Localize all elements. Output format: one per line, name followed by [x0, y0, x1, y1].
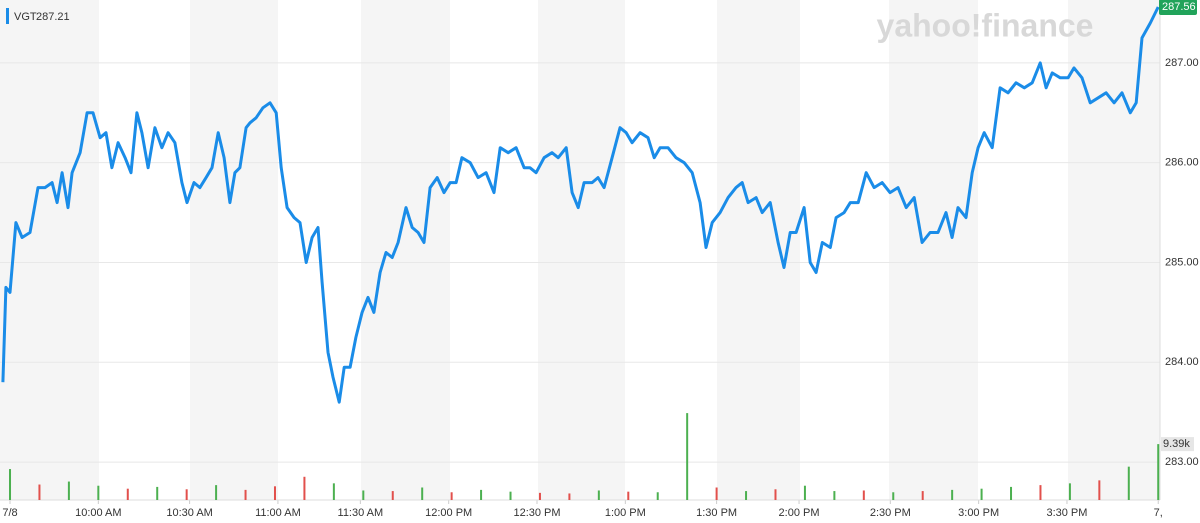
volume-tag [1161, 437, 1194, 452]
volume-bar [1010, 486, 1013, 500]
y-tick-label: 284.00 [1165, 356, 1199, 368]
band [538, 0, 625, 500]
volume-bar [126, 488, 129, 500]
band [889, 0, 978, 500]
price-line [1, 6, 1160, 404]
volume-bar [38, 484, 41, 500]
bands [0, 0, 1160, 500]
y-tick-label: 283.00 [1165, 456, 1199, 468]
volume-bar [509, 491, 512, 500]
volume-bar [9, 469, 12, 500]
volume-bar [421, 487, 424, 500]
volume-bar [391, 491, 394, 500]
legend-swatch [6, 8, 9, 24]
x-tick-label: 7, [1154, 507, 1163, 519]
watermark: yahoo!finance [877, 7, 1094, 43]
volume-bar [833, 491, 836, 500]
volume-bar [185, 489, 188, 500]
x-tick-label: 1:30 PM [696, 507, 737, 519]
volume-bar [97, 485, 100, 500]
volume-bar [332, 483, 335, 500]
x-tick-label: 7/8 [2, 507, 17, 519]
volume-bar [627, 491, 630, 500]
volume-bar [1127, 466, 1130, 500]
x-tick-label: 11:30 AM [338, 507, 384, 519]
price-tag [1159, 0, 1197, 15]
volume-bar [745, 491, 748, 500]
x-tick-label: 3:30 PM [1046, 507, 1087, 519]
volume-bar [803, 485, 806, 500]
volume-bar [715, 487, 718, 500]
x-tick-label: 2:30 PM [870, 507, 911, 519]
volume-bar [892, 492, 895, 500]
volume-bar [1068, 483, 1071, 500]
volume-bar [362, 490, 365, 500]
x-tick-label: 12:00 PM [425, 507, 472, 519]
volume-bar [480, 489, 483, 500]
volume-bar [450, 492, 453, 500]
volume-bar [1157, 444, 1160, 500]
volume-bar [303, 476, 306, 500]
volume-bar [1039, 485, 1042, 500]
volume-bar [244, 489, 247, 500]
x-tick-label: 11:00 AM [255, 507, 301, 519]
volume-bar [656, 492, 659, 500]
volume-bar [774, 489, 777, 500]
volume-bar [597, 490, 600, 500]
x-tick-label: 1:00 PM [605, 507, 646, 519]
volume-bar [1098, 480, 1101, 500]
volume-bar [568, 493, 571, 500]
band [190, 0, 278, 500]
band [1068, 0, 1160, 500]
x-tick-label: 10:00 AM [75, 507, 121, 519]
y-tick-label: 287.00 [1165, 57, 1199, 69]
volume-bar [538, 492, 541, 500]
volume-bar [686, 413, 689, 500]
x-tick-label: 12:30 PM [513, 507, 560, 519]
volume-bar [215, 485, 218, 500]
volume-bar [156, 486, 159, 500]
volume-bar [273, 486, 276, 500]
band [361, 0, 450, 500]
x-tick-label: 3:00 PM [958, 507, 999, 519]
price-label: 287.56 [1162, 1, 1196, 13]
volume-bar [921, 491, 924, 500]
y-tick-label: 286.00 [1165, 157, 1199, 169]
x-tick-label: 2:00 PM [779, 507, 820, 519]
volume-bar [67, 481, 70, 500]
legend-name: VGT [14, 11, 37, 23]
band [0, 0, 99, 500]
volume-bar [951, 489, 954, 500]
volume-bar [980, 488, 983, 500]
legend-value: 287.21 [36, 11, 70, 23]
x-tick-label: 10:30 AM [166, 507, 212, 519]
volume-bar [862, 490, 865, 500]
y-tick-label: 285.00 [1165, 256, 1199, 268]
volume-label: 9.39k [1163, 438, 1190, 450]
